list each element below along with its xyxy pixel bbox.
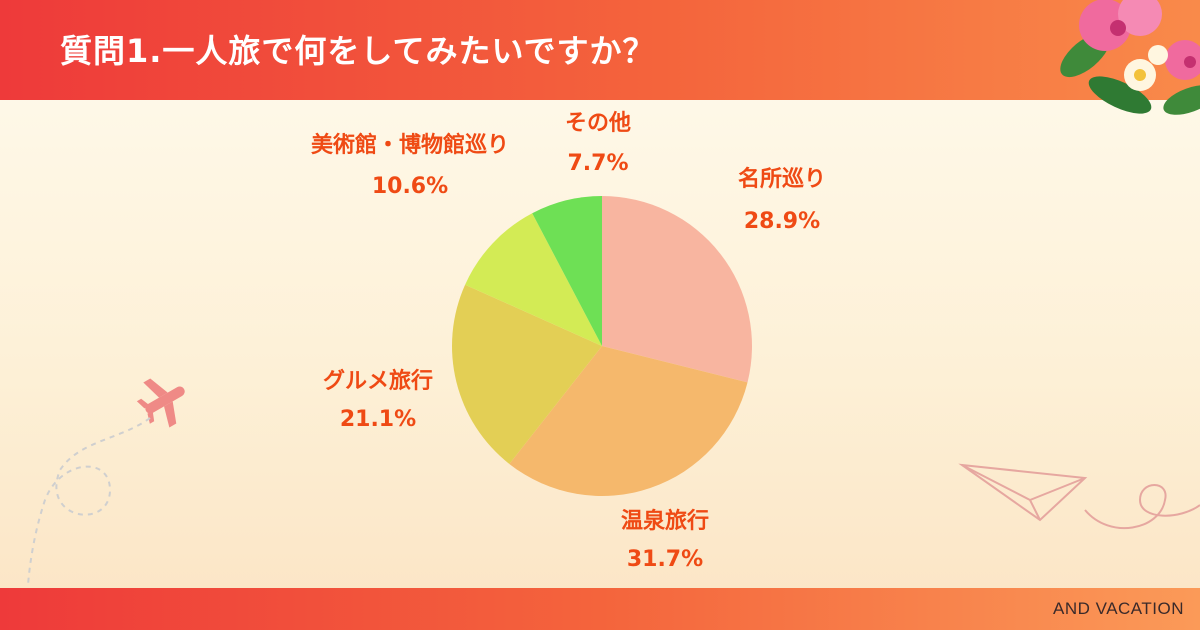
airplane-icon bbox=[136, 378, 185, 428]
pie-slice-1 bbox=[602, 196, 752, 383]
pie-slices bbox=[451, 196, 752, 496]
pie-labels: 名所巡り 28.9% 温泉旅行 31.7% グルメ旅行 21.1% 美術館・博物館巡り 10.… bbox=[311, 111, 826, 572]
paper-plane-icon bbox=[958, 463, 1088, 522]
paper-plane-trail-line bbox=[1084, 484, 1200, 529]
slice-category-label: グルメ旅行 bbox=[323, 368, 433, 394]
slice-value-label: 31.7% bbox=[627, 547, 703, 572]
pie-slice-2 bbox=[509, 346, 748, 496]
slice-value-label: 10.6% bbox=[372, 174, 448, 199]
slice-value-label: 21.1% bbox=[340, 407, 416, 432]
page-title: 質問1.一人旅で何をしてみたいですか？ bbox=[60, 32, 656, 70]
hibiscus-flower-icon bbox=[1060, 0, 1200, 115]
slice-category-label: 温泉旅行 bbox=[621, 508, 709, 534]
slice-value-label: 28.9% bbox=[744, 209, 820, 234]
slice-category-label: その他 bbox=[565, 111, 631, 136]
slice-value-label: 7.7% bbox=[567, 151, 628, 176]
pie-slice-4 bbox=[465, 213, 602, 346]
pie-slice-5 bbox=[532, 196, 602, 346]
header-banner: 質問1.一人旅で何をしてみたいですか？ bbox=[0, 0, 1200, 100]
footer-banner: AND VACATION bbox=[0, 588, 1200, 630]
pie-slice-3 bbox=[451, 284, 602, 464]
slice-category-label: 美術館・博物館巡り bbox=[311, 132, 509, 158]
slice-category-label: 名所巡り bbox=[738, 166, 826, 192]
brand-name: AND VACATION bbox=[1053, 599, 1184, 618]
